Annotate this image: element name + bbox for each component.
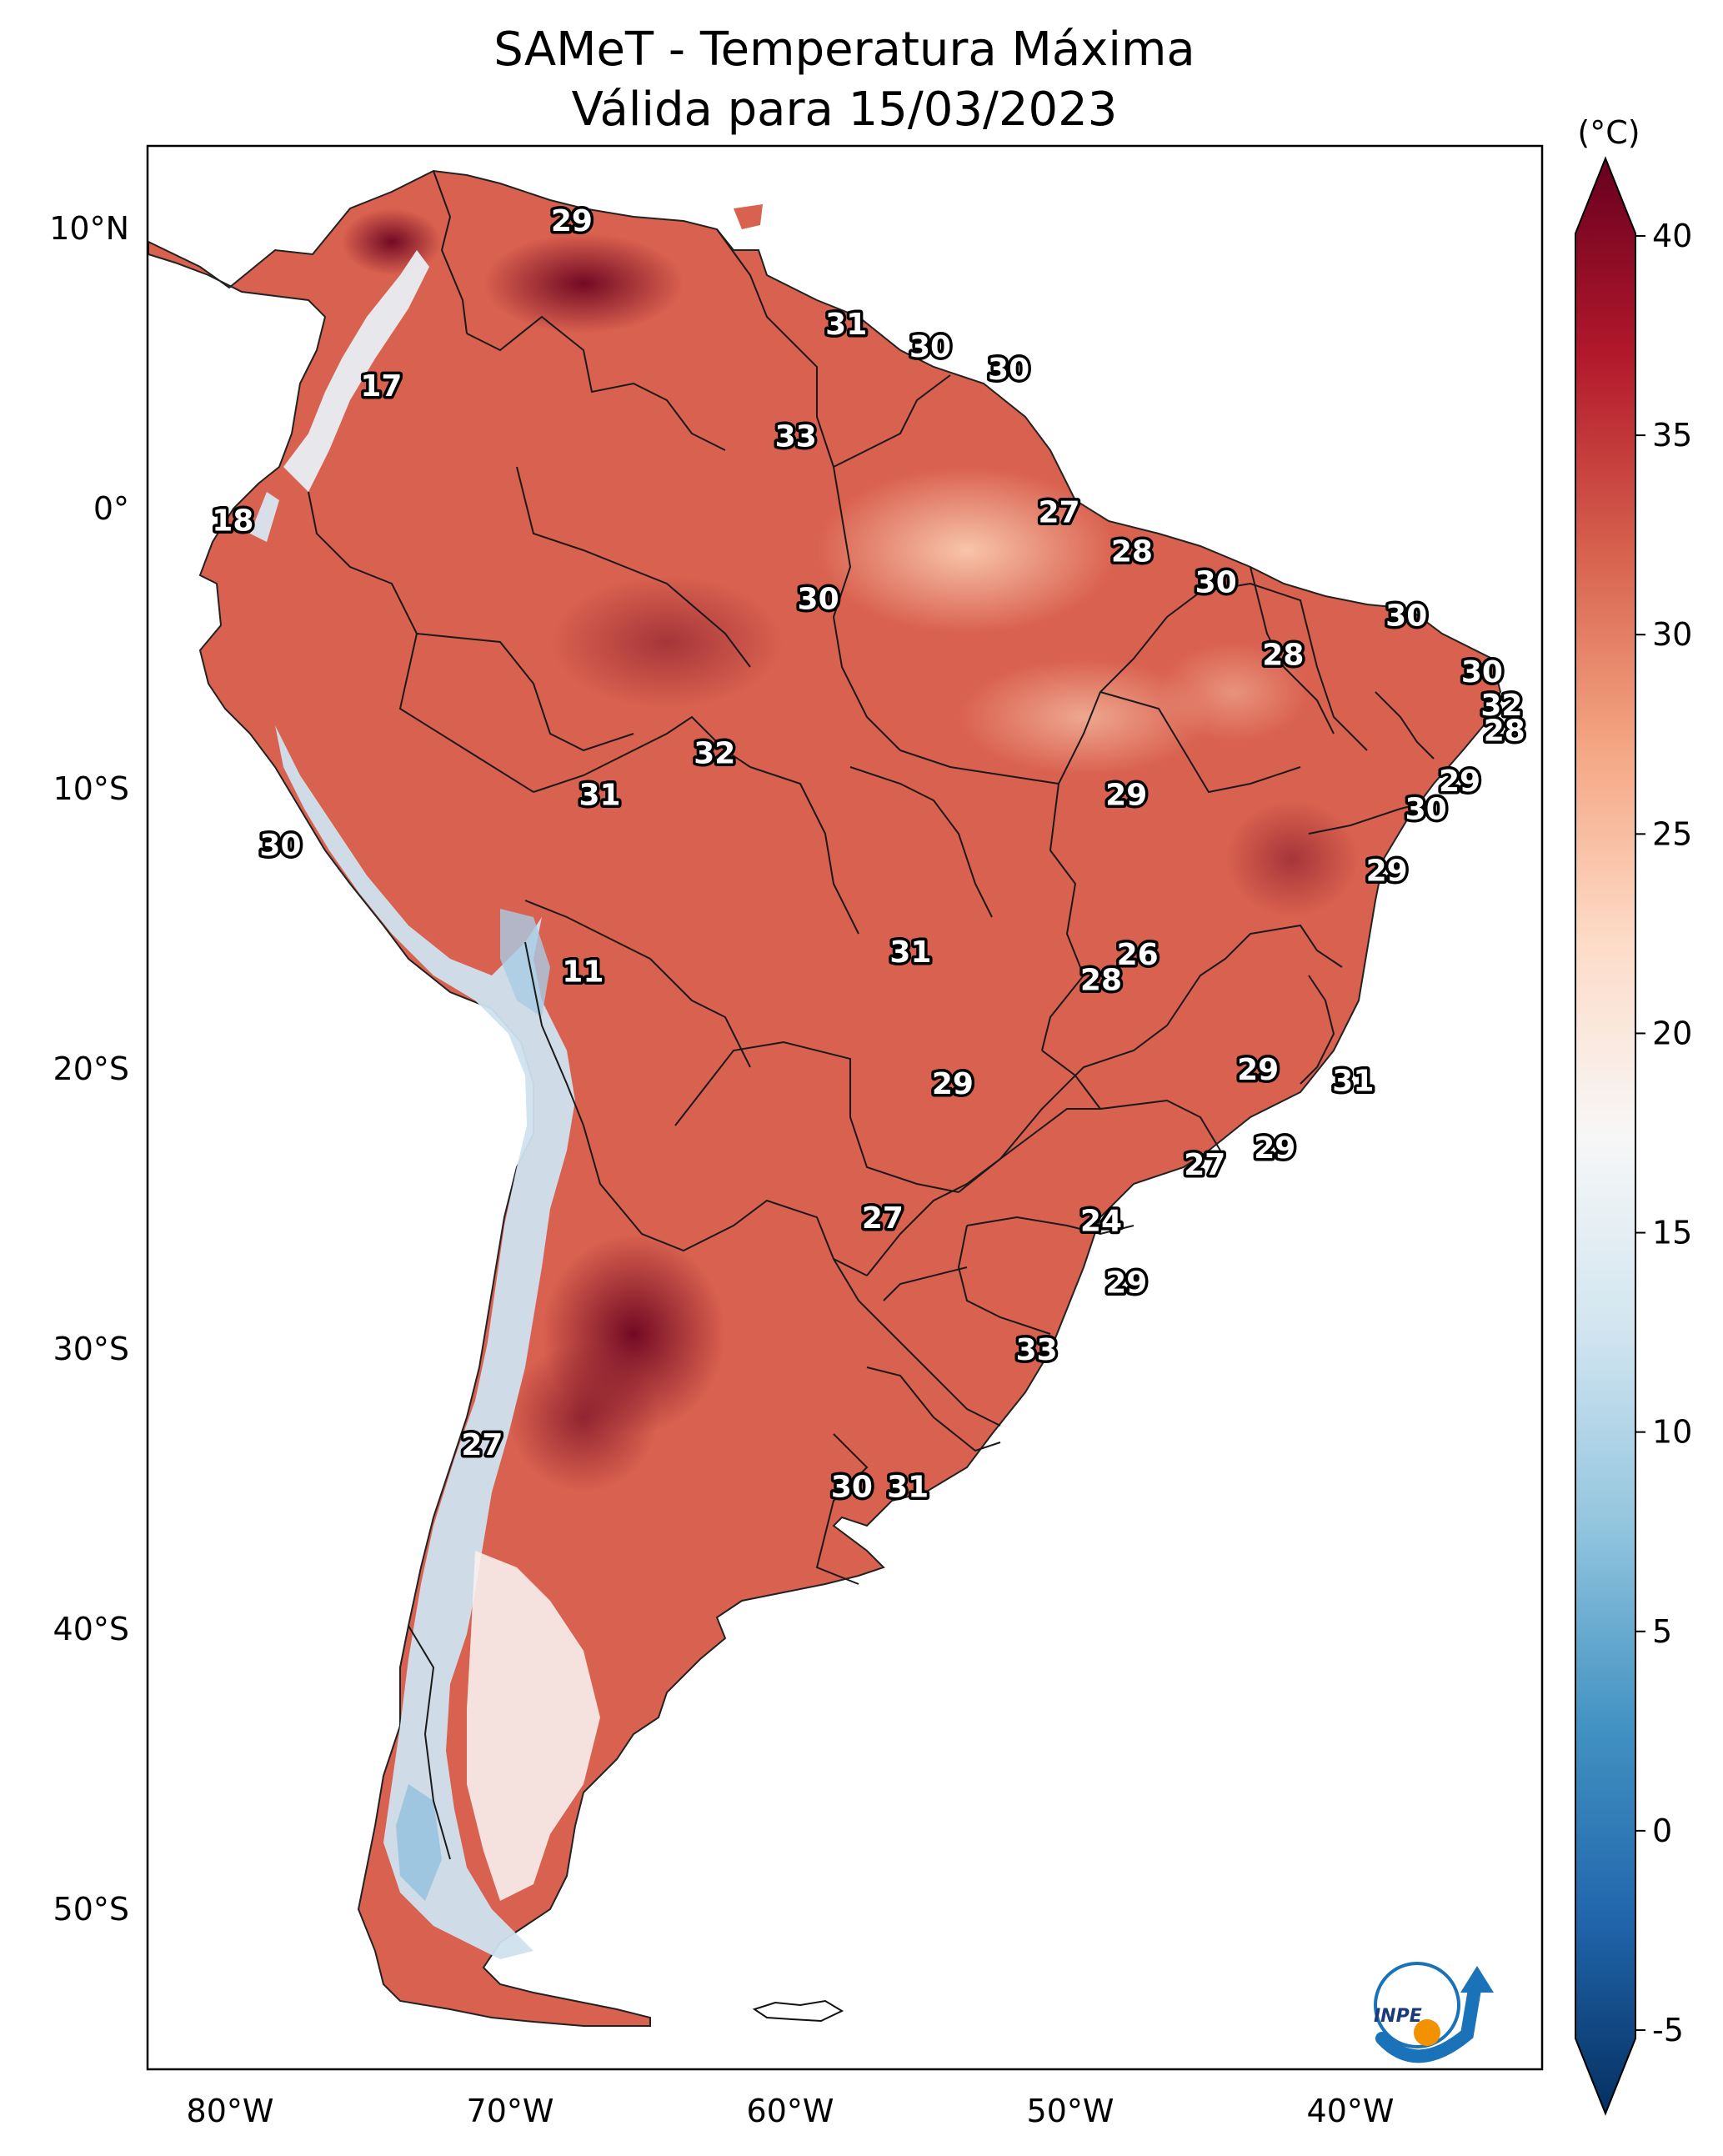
map-panel [148, 146, 1542, 2069]
temperature-label: 28 [1262, 639, 1304, 673]
colorbar-tick-label: 0 [1652, 1813, 1672, 1849]
longitude-tick-label: 50°W [1027, 2093, 1114, 2129]
temperature-label: 30 [1385, 599, 1427, 634]
colorbar-tick-label: 30 [1652, 616, 1692, 653]
temperature-label: 31 [889, 935, 931, 970]
longitude-axis: 80°W 70°W 60°W 50°W 40°W [187, 2093, 1395, 2129]
latitude-axis: 10°N 0° 10°S 20°S 30°S 40°S 50°S [49, 210, 129, 1928]
colorbar-tick-label: 10 [1652, 1414, 1692, 1451]
temperature-label: 32 [694, 736, 735, 770]
colorbar-gradient [1575, 156, 1636, 2116]
temperature-label: 30 [1195, 565, 1237, 599]
temperature-label: 30 [1405, 793, 1447, 827]
temperature-label: 33 [775, 420, 817, 454]
temperature-label: 30 [259, 829, 301, 863]
temperature-label: 17 [360, 369, 402, 404]
temperature-label: 31 [887, 1471, 929, 1505]
temperature-label: 18 [212, 504, 253, 538]
temperature-label: 28 [1080, 963, 1122, 997]
temperature-label: 31 [1332, 1064, 1374, 1098]
temperature-label: 30 [988, 353, 1029, 387]
andes-cold-band [283, 250, 429, 492]
latitude-tick-label: 10°N [49, 210, 129, 247]
temperature-label: 29 [1105, 779, 1147, 813]
temperature-label: 30 [798, 583, 839, 617]
longitude-tick-label: 40°W [1307, 2093, 1395, 2129]
colorbar-unit: (°C) [1577, 114, 1640, 151]
latitude-tick-label: 40°S [53, 1611, 129, 1647]
temperature-label: 29 [1237, 1053, 1279, 1087]
latitude-tick-label: 50°S [53, 1891, 129, 1928]
inpe-logo-text: INPE [1374, 2006, 1422, 2027]
colorbar-tick-label: 20 [1652, 1015, 1692, 1051]
colorbar-tick-label: 5 [1652, 1613, 1672, 1650]
inpe-logo: INPE [1374, 1962, 1494, 2063]
colorbar-tick-label: 25 [1652, 815, 1692, 852]
temperature-label: 31 [579, 779, 620, 813]
temperature-label: 31 [825, 308, 867, 342]
colorbar-ticks: 40 35 30 25 20 15 10 5 0 -5 [1635, 218, 1692, 2048]
latitude-tick-label: 30°S [53, 1331, 129, 1367]
temperature-label: 30 [909, 330, 951, 364]
temperature-label: 29 [1105, 1266, 1147, 1300]
temperature-label: 27 [1039, 495, 1080, 529]
temperature-label: 29 [551, 204, 593, 238]
longitude-tick-label: 70°W [467, 2093, 554, 2129]
map-subtitle: Válida para 15/03/2023 [572, 83, 1118, 137]
temperature-label: 29 [1254, 1131, 1295, 1166]
temperature-label: 11 [562, 955, 604, 989]
temperature-label: 27 [862, 1201, 904, 1236]
temperature-label: 26 [1117, 938, 1159, 972]
temperature-label: 30 [831, 1471, 873, 1505]
temperature-label: 28 [1484, 714, 1525, 748]
longitude-tick-label: 60°W [747, 2093, 834, 2129]
temperature-label: 24 [1080, 1204, 1122, 1238]
temperature-label: 33 [1016, 1333, 1058, 1367]
latitude-tick-label: 10°S [53, 770, 129, 807]
temperature-label: 29 [932, 1067, 974, 1101]
temperature-label: 29 [1366, 854, 1408, 888]
colorbar-tick-label: 15 [1652, 1215, 1692, 1251]
temperature-label: 27 [461, 1428, 503, 1462]
map-title: SAMeT - Temperatura Máxima [493, 23, 1195, 77]
temperature-label: 28 [1111, 534, 1153, 569]
colorbar: (°C) 40 35 30 25 20 15 10 5 0 -5 [1575, 114, 1692, 2116]
colorbar-tick-label: 35 [1652, 417, 1692, 454]
longitude-tick-label: 80°W [187, 2093, 274, 2129]
colorbar-tick-label: -5 [1652, 2012, 1684, 2048]
political-borders [308, 170, 1435, 1860]
colorbar-tick-label: 40 [1652, 218, 1692, 254]
temperature-label: 32 [1480, 689, 1522, 723]
map-frame [146, 144, 1544, 2071]
latitude-tick-label: 0° [93, 490, 129, 527]
temperature-label: 30 [1461, 655, 1503, 689]
latitude-tick-label: 20°S [53, 1050, 129, 1087]
temperature-label: 29 [1439, 765, 1480, 799]
temperature-label: 27 [1184, 1148, 1225, 1182]
